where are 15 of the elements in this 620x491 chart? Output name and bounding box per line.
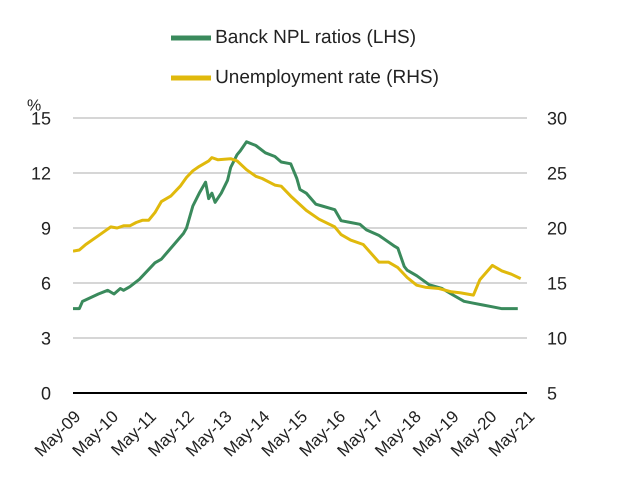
legend-label: Unemployment rate (RHS) <box>215 67 439 88</box>
line-series <box>73 140 520 310</box>
y-tick-label: 9 <box>40 218 51 238</box>
y2-tick-label: 25 <box>547 163 568 184</box>
y2-tick-label: 15 <box>547 273 568 294</box>
y2-tick-label: 5 <box>547 383 558 404</box>
y-tick-label: 12 <box>30 163 51 184</box>
y2-tick-label: 30 <box>547 108 568 128</box>
y-tick-label: 6 <box>40 273 51 294</box>
legend-label: Banck NPL ratios (LHS) <box>215 27 416 48</box>
y2-tick-label: 20 <box>547 218 568 238</box>
line-series <box>73 156 522 297</box>
y-tick-label: 3 <box>40 328 51 348</box>
y-tick-label: 0 <box>40 383 51 404</box>
y2-tick-label: 10 <box>547 328 568 348</box>
